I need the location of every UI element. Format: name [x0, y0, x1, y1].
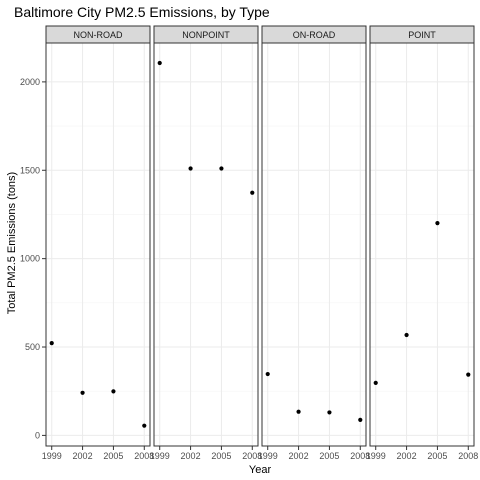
data-point: [250, 190, 255, 195]
x-axis-title: Year: [249, 464, 272, 476]
data-point: [188, 166, 193, 171]
y-axis-title: Total PM2.5 Emissions (tons): [6, 172, 18, 314]
x-tick-label: 2005: [211, 451, 231, 461]
x-tick-label: 2005: [319, 451, 339, 461]
y-tick-label: 0: [35, 430, 40, 440]
x-tick-label: 2008: [242, 451, 262, 461]
data-point: [265, 371, 270, 377]
y-tick-label: 2000: [20, 77, 40, 87]
x-tick-label: 2002: [397, 451, 417, 461]
x-tick-label: 2002: [181, 451, 201, 461]
data-point: [111, 389, 116, 394]
data-point: [466, 372, 471, 377]
data-point: [373, 380, 378, 385]
panel-background: [370, 43, 474, 446]
facet-strip: [45, 25, 151, 44]
data-point: [49, 341, 54, 346]
facet-strip: [369, 25, 475, 44]
facet-strip-label: POINT: [408, 30, 436, 40]
facet-panel: NON-ROAD 1999 2002 2005 2008: [42, 25, 154, 461]
facet-panel: NONPOINT 1999 2002 2005 2008: [150, 25, 262, 461]
data-point: [219, 166, 224, 171]
facet-strip-label: NONPOINT: [182, 30, 230, 40]
panel-background: [262, 43, 366, 446]
y-axis: 0 500 1000 1500 2000: [20, 77, 46, 440]
facet-panel: ON-ROAD 1999 2002 2005 2008: [258, 25, 370, 461]
x-tick-label: 2008: [350, 451, 370, 461]
data-point: [435, 221, 440, 226]
panel-background: [154, 43, 258, 446]
x-tick-label: 2005: [427, 451, 447, 461]
facet-panels: NON-ROAD 1999 2002 2005 2008 NONPOINT 1999 2002…: [42, 25, 478, 461]
facet-strip: [153, 25, 259, 44]
data-point: [327, 410, 332, 415]
data-point: [358, 417, 363, 422]
y-tick-label: 500: [25, 342, 40, 352]
data-point: [296, 409, 301, 414]
facet-panel: POINT 1999 2002 2005 2008: [366, 25, 478, 461]
panel-background: [46, 43, 150, 446]
x-tick-label: 2002: [73, 451, 93, 461]
x-tick-label: 1999: [366, 451, 386, 461]
y-tick-label: 1000: [20, 254, 40, 264]
data-point: [80, 390, 85, 395]
data-point: [404, 332, 409, 338]
chart-title: Baltimore City PM2.5 Emissions, by Type: [14, 4, 270, 20]
data-point: [142, 423, 147, 428]
x-tick-label: 2005: [103, 451, 123, 461]
facet-strip-label: ON-ROAD: [293, 30, 336, 40]
x-tick-label: 2008: [134, 451, 154, 461]
y-tick-label: 1500: [20, 165, 40, 175]
data-point: [157, 60, 162, 66]
x-tick-label: 1999: [258, 451, 278, 461]
facet-strip-label: NON-ROAD: [74, 30, 123, 40]
facet-strip: [261, 25, 367, 44]
x-tick-label: 1999: [150, 451, 170, 461]
x-tick-label: 2008: [458, 451, 478, 461]
x-tick-label: 2002: [289, 451, 309, 461]
x-tick-label: 1999: [42, 451, 62, 461]
